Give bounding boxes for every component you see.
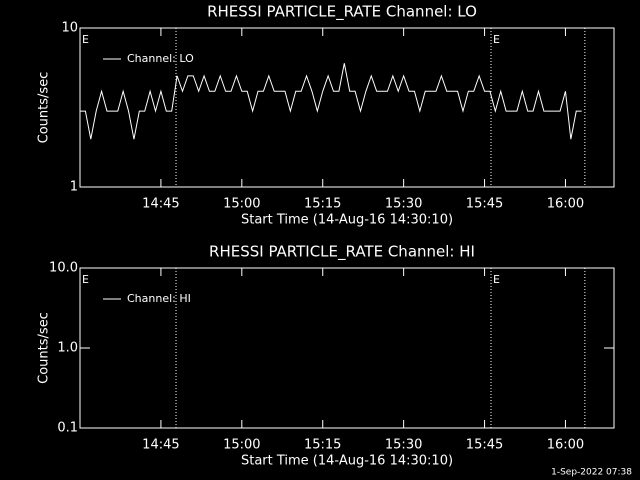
x-tick-label: 15:00: [223, 438, 260, 453]
y-tick-label: 1: [70, 180, 78, 195]
y-tick-label: 1.0: [57, 341, 78, 356]
plot-frame: [79, 27, 615, 188]
x-tick-label: 15:00: [223, 197, 260, 212]
x-tick-label: 15:30: [385, 438, 422, 453]
y-tick-label: 10.0: [49, 261, 78, 276]
x-tick-label: 15:30: [385, 197, 422, 212]
x-tick-label: 15:15: [304, 438, 341, 453]
chart-title: RHESSI PARTICLE_RATE Channel: HI: [209, 243, 475, 262]
y-axis-label: Counts/sec: [37, 72, 52, 144]
y-tick-label: 10: [61, 21, 78, 36]
annotation: E: [493, 33, 500, 46]
legend-label: Channel: LO: [127, 52, 194, 65]
x-tick-label: 15:45: [466, 438, 503, 453]
annotation: E: [82, 33, 89, 46]
annotation: E: [82, 273, 89, 286]
x-tick-label: 16:00: [547, 197, 584, 212]
x-tick-label: 14:45: [142, 438, 179, 453]
x-axis-label: Start Time (14-Aug-16 14:30:10): [241, 454, 453, 469]
x-tick-label: 14:45: [142, 197, 179, 212]
y-tick-label: 0.1: [57, 421, 78, 436]
x-axis-label: Start Time (14-Aug-16 14:30:10): [241, 213, 453, 228]
chart-title: RHESSI PARTICLE_RATE Channel: LO: [207, 3, 477, 22]
y-axis-label: Counts/sec: [37, 312, 52, 384]
x-tick-label: 15:15: [304, 197, 341, 212]
footer: 1-Sep-2022 07:38: [551, 468, 632, 478]
legend-label: Channel: HI: [127, 292, 191, 305]
annotation: E: [493, 273, 500, 286]
x-tick-label: 15:45: [466, 197, 503, 212]
x-tick-label: 16:00: [547, 438, 584, 453]
data-line: [80, 63, 582, 140]
